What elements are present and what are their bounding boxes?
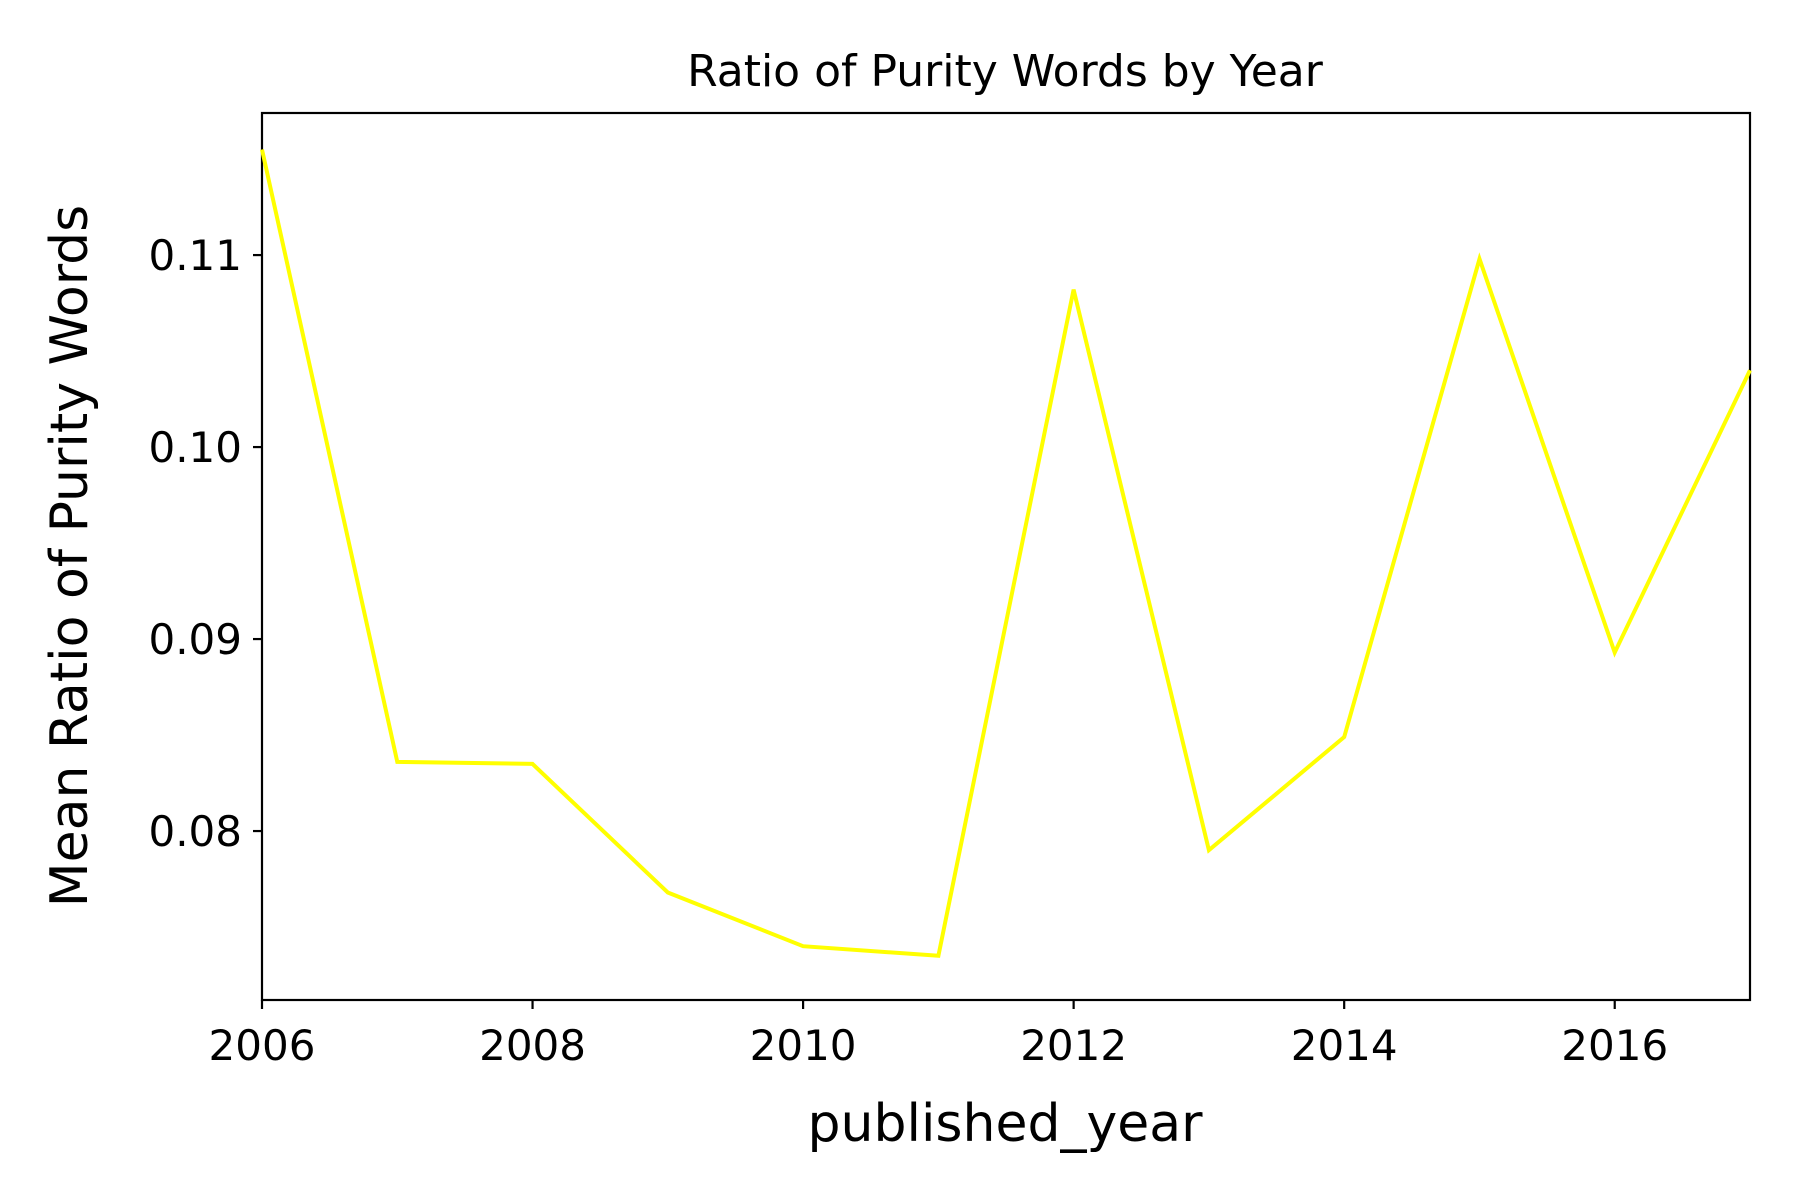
x-tick-label: 2016 xyxy=(1561,1021,1668,1070)
series-line xyxy=(260,149,1752,958)
series-points xyxy=(261,149,1751,956)
y-tick-label: 0.11 xyxy=(148,231,242,280)
y-tick-label: 0.10 xyxy=(148,423,242,472)
x-tick-label: 2014 xyxy=(1291,1021,1398,1070)
x-tick-label: 2008 xyxy=(479,1021,586,1070)
x-axis: 2006 2008 2010 2012 2014 2016 xyxy=(209,1000,1668,1070)
x-tick-label: 2012 xyxy=(1020,1021,1127,1070)
x-tick-label: 2006 xyxy=(209,1021,316,1070)
x-axis-label: published_year xyxy=(808,1094,1204,1154)
y-axis-label: Mean Ratio of Purity Words xyxy=(40,205,100,908)
x-tick-label: 2010 xyxy=(750,1021,857,1070)
y-tick-label: 0.08 xyxy=(148,807,242,856)
y-tick-label: 0.09 xyxy=(148,615,242,664)
chart-title: Ratio of Purity Words by Year xyxy=(687,46,1324,97)
y-axis: 0.08 0.09 0.10 0.11 xyxy=(148,231,262,856)
plot-frame xyxy=(260,111,1752,1002)
